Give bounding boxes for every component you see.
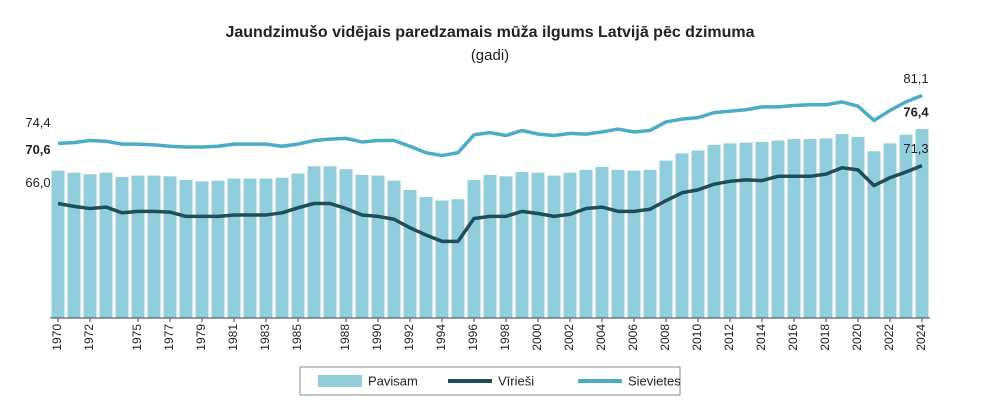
x-tick-label: 2008	[658, 324, 672, 351]
bar	[579, 169, 593, 318]
bar	[739, 142, 753, 318]
data-label: 70,6	[25, 142, 50, 157]
bar	[499, 176, 513, 318]
x-tick-label: 1996	[466, 324, 480, 351]
x-tick-label: 1983	[258, 324, 272, 351]
x-tick-label: 2014	[754, 324, 768, 351]
legend-swatch	[318, 375, 362, 387]
bar	[243, 178, 257, 318]
bar	[195, 181, 209, 318]
bar	[483, 174, 497, 318]
bar	[515, 172, 529, 318]
data-label: 76,4	[903, 105, 929, 120]
x-tick-label: 1970	[50, 324, 64, 351]
x-tick-label: 1981	[226, 324, 240, 351]
bar	[371, 175, 385, 318]
bar	[387, 180, 401, 318]
bar	[179, 179, 193, 318]
x-tick-label: 2006	[626, 324, 640, 351]
chart-subtitle: (gadi)	[471, 47, 509, 64]
bar	[819, 138, 833, 318]
bar	[67, 172, 81, 318]
x-tick-label: 2016	[786, 324, 800, 351]
x-tick-label: 2010	[690, 324, 704, 351]
legend-label: Vīrieši	[498, 373, 534, 388]
bar	[595, 167, 609, 318]
bar	[323, 166, 337, 318]
legend-label: Sievietes	[628, 373, 681, 388]
bar	[435, 200, 449, 318]
x-tick-label: 2022	[882, 324, 896, 351]
bar	[147, 175, 161, 318]
bar	[883, 143, 897, 318]
bar	[563, 172, 577, 318]
bar	[627, 170, 641, 318]
x-tick-label: 2004	[594, 324, 608, 351]
x-tick-label: 1998	[498, 324, 512, 351]
bar	[915, 129, 929, 318]
bar	[787, 139, 801, 318]
bar	[867, 151, 881, 318]
bar	[899, 134, 913, 318]
line	[57, 93, 923, 158]
bar	[643, 169, 657, 318]
bar	[659, 160, 673, 318]
bar	[115, 177, 129, 318]
x-tick-label: 2002	[562, 324, 576, 351]
x-tick-label: 1990	[370, 324, 384, 351]
chart-title: Jaundzimušo vidējais paredzamais mūža il…	[225, 24, 754, 41]
x-tick-label: 1975	[130, 324, 144, 351]
bar	[403, 189, 417, 318]
x-tick-label: 1992	[402, 324, 416, 351]
bar	[275, 177, 289, 318]
data-label: 71,3	[903, 141, 928, 156]
bar	[307, 166, 321, 318]
bar	[99, 172, 113, 318]
x-tick-label: 2000	[530, 324, 544, 351]
bar	[227, 178, 241, 318]
x-tick-label: 2024	[914, 324, 928, 351]
bar	[51, 170, 65, 318]
legend-label: Pavisam	[368, 373, 418, 388]
x-tick-label: 1985	[290, 324, 304, 351]
x-tick-label: 2020	[850, 324, 864, 351]
bar	[611, 169, 625, 318]
bar	[211, 180, 225, 318]
bar	[355, 174, 369, 318]
bar	[675, 153, 689, 318]
bar	[339, 169, 353, 318]
bar	[419, 197, 433, 318]
bar	[691, 150, 705, 318]
bar	[771, 140, 785, 318]
bar	[83, 174, 97, 318]
bar	[451, 199, 465, 318]
bar	[803, 139, 817, 318]
bar	[531, 172, 545, 318]
data-label: 66,0	[25, 175, 50, 190]
x-tick-label: 2012	[722, 324, 736, 351]
bar	[755, 141, 769, 318]
x-tick-label: 2018	[818, 324, 832, 351]
bar	[259, 178, 273, 318]
bar	[547, 175, 561, 318]
bar	[291, 173, 305, 318]
bar	[707, 144, 721, 318]
bar	[467, 179, 481, 318]
x-tick-label: 1994	[434, 324, 448, 351]
data-label: 74,4	[25, 115, 50, 130]
bar	[163, 176, 177, 318]
x-tick-label: 1979	[194, 324, 208, 351]
bar	[851, 136, 865, 318]
legend-box	[299, 366, 681, 396]
bar	[131, 175, 145, 318]
bar	[723, 143, 737, 318]
data-label: 81,1	[903, 71, 928, 86]
x-tick-label: 1988	[338, 324, 352, 351]
bar	[835, 134, 849, 318]
x-tick-label: 1972	[82, 324, 96, 351]
line	[57, 163, 923, 244]
x-tick-label: 1977	[162, 324, 176, 351]
